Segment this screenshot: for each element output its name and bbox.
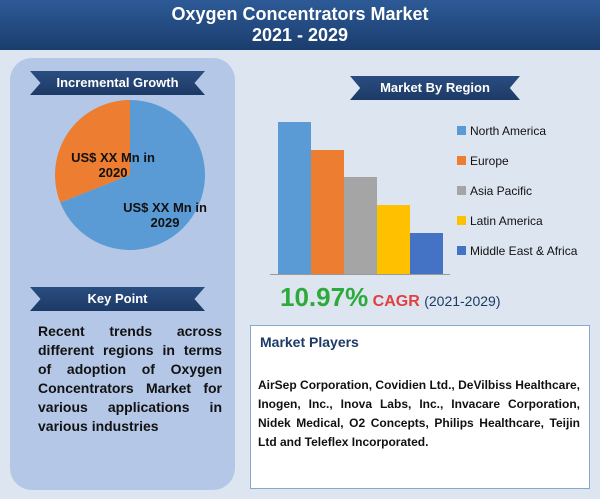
cagr: 10.97% CAGR (2021-2029): [280, 282, 600, 313]
pie-label: US$ XX Mn in 2020: [71, 150, 155, 180]
legend-swatch: [457, 126, 466, 135]
legend-swatch: [457, 156, 466, 165]
bar: [311, 150, 344, 274]
players-heading: Market Players: [260, 334, 359, 350]
title-line: 2021 - 2029: [251, 25, 349, 45]
legend-label: Latin America: [470, 214, 543, 228]
legend-swatch: [457, 186, 466, 195]
pie-label: US$ XX Mn in 2029: [123, 200, 207, 230]
cagr-value: 10.97%: [280, 282, 369, 312]
legend-swatch: [457, 246, 466, 255]
bar: [278, 122, 311, 274]
players-text: AirSep Corporation, Covidien Ltd., DeVil…: [258, 378, 580, 449]
bar-chart: North America Europe Asia Pacific Latin Ame…: [270, 122, 578, 275]
legend-swatch: [457, 216, 466, 225]
header: [0, 0, 600, 50]
legend-label: Europe: [470, 154, 509, 168]
cagr-label: CAGR: [372, 293, 420, 310]
key-point-text: Recent trends across different regions i…: [38, 323, 222, 434]
legend-label: North America: [470, 124, 546, 138]
bar: [344, 177, 377, 274]
pie-slice: [54, 100, 131, 203]
cagr-period: (2021-2029): [424, 293, 501, 309]
title-line: Oxygen Concentrators Market: [171, 4, 429, 24]
section-banner: Incremental Growth: [30, 71, 205, 95]
bar: [377, 205, 410, 274]
legend-label: Asia Pacific: [470, 184, 532, 198]
bar: [410, 233, 443, 274]
section-banner: Market By Region: [350, 76, 520, 100]
pie-slice: [60, 100, 206, 251]
legend-label: Middle East & Africa: [470, 244, 578, 258]
section-banner: Key Point: [30, 287, 205, 311]
players-box: [250, 325, 590, 489]
title: Oxygen Concentrators Market 2021 - 2029: [0, 4, 600, 46]
pie-chart: [54, 100, 206, 251]
